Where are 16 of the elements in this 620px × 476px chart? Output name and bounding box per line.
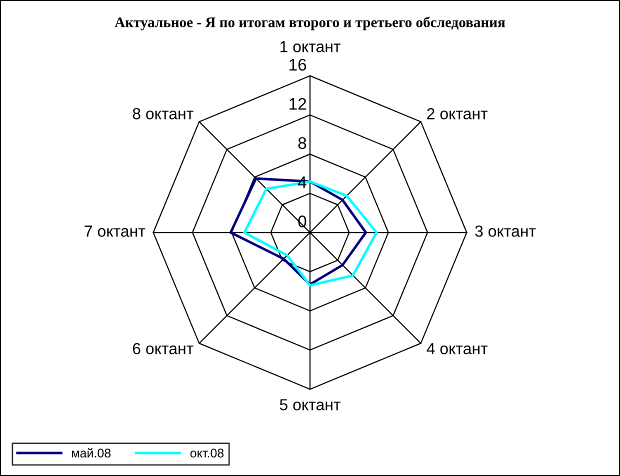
legend-label: май.08 [72, 448, 111, 458]
y-tick-label: 12 [290, 98, 306, 110]
spoke-label: 1 октант [280, 41, 340, 52]
y-tick-label: 8 [298, 137, 306, 149]
spoke-label: 4 октант [426, 343, 488, 354]
spoke-label: 2 октант [427, 108, 488, 120]
spoke-label: 5 октант [280, 399, 340, 410]
spoke-label: 7 октант [84, 226, 146, 237]
legend-label: окт.08 [190, 448, 224, 458]
y-tick-label: 4 [298, 176, 306, 188]
spoke-label: 6 октант [132, 342, 194, 354]
y-tick-label: 0 [298, 216, 306, 228]
spoke-label: 3 октант [475, 225, 536, 237]
y-tick-label: 16 [290, 58, 306, 71]
spoke-label: 8 октант [132, 108, 194, 120]
chart-title: Актуальное - Я по итогам второго и третьего обследования [114, 16, 506, 30]
